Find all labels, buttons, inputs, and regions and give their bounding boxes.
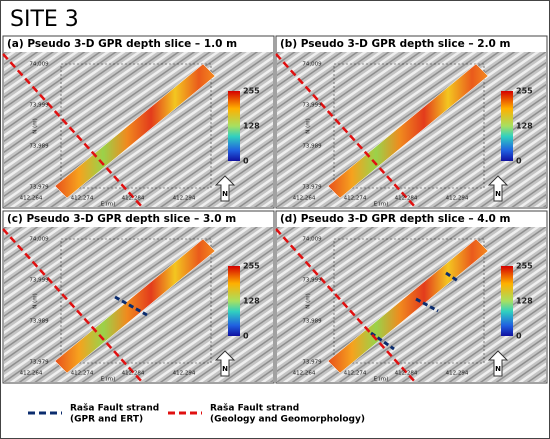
north-arrow	[487, 350, 509, 377]
y-tick-label: 73,979	[302, 185, 322, 191]
north-arrow	[214, 175, 236, 202]
panel-title: (a) Pseudo 3-D GPR depth slice – 1.0 m	[7, 38, 237, 50]
x-tick-label: 412,284	[122, 196, 145, 202]
y-tick-label: 73,979	[302, 360, 322, 366]
x-tick-label: 412,264	[293, 196, 316, 202]
x-tick-label: 412,284	[122, 371, 145, 377]
y-tick-label: 73,989	[29, 144, 49, 150]
y-tick-label: 73,989	[302, 319, 322, 325]
north-label: N	[495, 190, 501, 198]
gpr-band	[327, 238, 489, 374]
x-tick-label: 412,294	[446, 371, 469, 377]
y-tick-label: 74,009	[302, 62, 322, 68]
x-tick-label: 412,284	[395, 371, 418, 377]
site-title: SITE 3	[10, 7, 79, 32]
gpr-fault	[114, 295, 148, 317]
colorbar-label: 255	[516, 87, 533, 96]
north-arrow	[487, 175, 509, 202]
y-axis-label: N (m)	[306, 293, 312, 309]
survey-box	[60, 63, 212, 189]
north-arrow	[214, 350, 236, 377]
colorbar	[501, 266, 513, 336]
y-tick-label: 73,999	[29, 103, 49, 109]
legend-detail: (Geology and Geomorphology)	[210, 415, 365, 425]
x-axis-label: E (m)	[101, 377, 116, 383]
geo-fault	[275, 228, 417, 384]
geo-fault	[2, 53, 144, 209]
y-axis-label: N (m)	[306, 118, 312, 134]
panel: (d) Pseudo 3-D GPR depth slice – 4.0 m 74…	[275, 210, 548, 384]
gpr-fault	[370, 271, 459, 351]
x-tick-label: 412,294	[173, 196, 196, 202]
y-tick-label: 74,009	[302, 237, 322, 243]
panel: (b) Pseudo 3-D GPR depth slice – 2.0 m 74…	[275, 35, 548, 209]
panel: (a) Pseudo 3-D GPR depth slice – 1.0 m 74…	[2, 35, 275, 209]
x-tick-label: 412,294	[446, 196, 469, 202]
legend-label: Raša Fault strand	[210, 403, 299, 414]
colorbar-label: 255	[243, 87, 260, 96]
survey-box	[333, 238, 485, 364]
y-tick-label: 73,989	[29, 319, 49, 325]
colorbar-label: 0	[243, 332, 249, 341]
y-tick-label: 73,979	[29, 185, 49, 191]
x-axis-label: E (m)	[101, 202, 116, 208]
y-tick-label: 73,979	[29, 360, 49, 366]
geo-fault	[2, 228, 144, 384]
gpr-band	[54, 238, 216, 374]
y-axis-label: N (m)	[33, 118, 39, 134]
panel: (c) Pseudo 3-D GPR depth slice – 3.0 m 74…	[2, 210, 275, 384]
y-tick-label: 73,999	[302, 278, 322, 284]
x-tick-label: 412,264	[20, 196, 43, 202]
legend-detail: (GPR and ERT)	[70, 415, 143, 425]
y-tick-label: 74,009	[29, 237, 49, 243]
colorbar-label: 128	[516, 122, 533, 131]
x-axis-label: E (m)	[374, 202, 389, 208]
colorbar-label: 128	[243, 122, 260, 131]
north-label: N	[495, 365, 501, 373]
legend-label: Raša Fault strand	[70, 403, 159, 414]
colorbar	[228, 91, 240, 161]
x-tick-label: 412,274	[344, 196, 367, 202]
colorbar-label: 128	[516, 297, 533, 306]
colorbar-label: 0	[516, 332, 522, 341]
panel-title: (d) Pseudo 3-D GPR depth slice – 4.0 m	[280, 213, 511, 225]
y-tick-label: 73,999	[302, 103, 322, 109]
y-tick-label: 74,009	[29, 62, 49, 68]
gpr-band	[54, 63, 216, 199]
colorbar	[228, 266, 240, 336]
north-label: N	[222, 190, 228, 198]
x-tick-label: 412,284	[395, 196, 418, 202]
x-tick-label: 412,294	[173, 371, 196, 377]
geo-fault	[275, 53, 417, 209]
y-tick-label: 73,989	[302, 144, 322, 150]
panel-title: (c) Pseudo 3-D GPR depth slice – 3.0 m	[7, 213, 236, 225]
x-tick-label: 412,274	[344, 371, 367, 377]
panel-title: (b) Pseudo 3-D GPR depth slice – 2.0 m	[280, 38, 511, 50]
x-tick-label: 412,264	[20, 371, 43, 377]
survey-box	[60, 238, 212, 364]
colorbar-label: 128	[243, 297, 260, 306]
north-label: N	[222, 365, 228, 373]
y-axis-label: N (m)	[33, 293, 39, 309]
colorbar-label: 0	[243, 157, 249, 166]
colorbar	[501, 91, 513, 161]
colorbar-label: 255	[516, 262, 533, 271]
x-tick-label: 412,274	[71, 371, 94, 377]
y-tick-label: 73,999	[29, 278, 49, 284]
x-tick-label: 412,274	[71, 196, 94, 202]
gpr-band	[327, 63, 489, 199]
colorbar-label: 255	[243, 262, 260, 271]
x-axis-label: E (m)	[374, 377, 389, 383]
x-tick-label: 412,264	[293, 371, 316, 377]
survey-box	[333, 63, 485, 189]
colorbar-label: 0	[516, 157, 522, 166]
